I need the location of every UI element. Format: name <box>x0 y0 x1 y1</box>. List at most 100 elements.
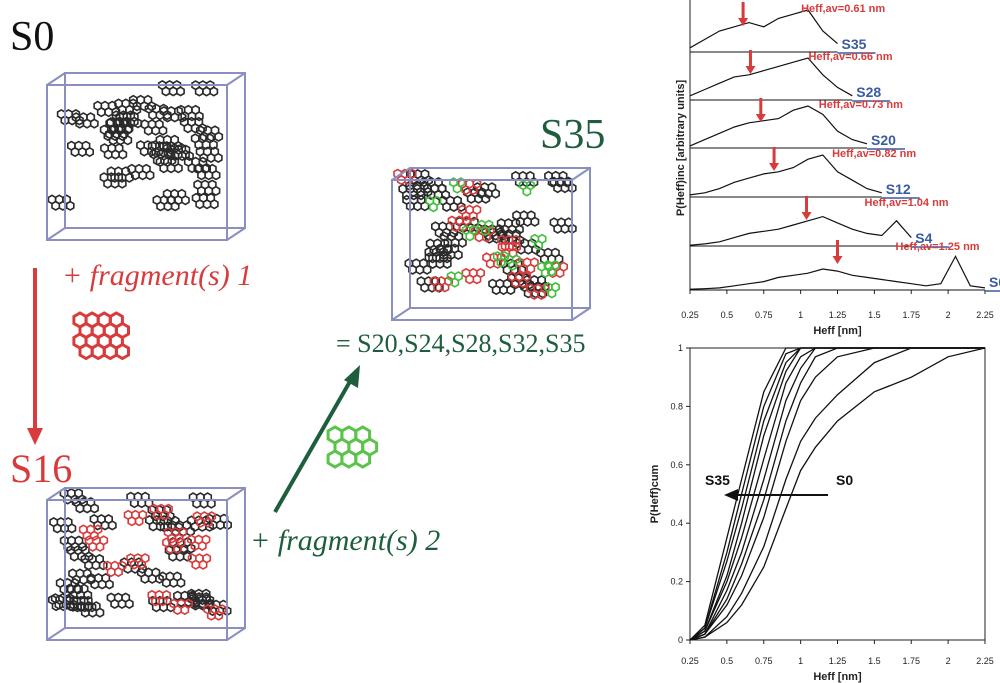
cube-front <box>46 499 228 641</box>
hexagon <box>443 244 453 255</box>
cube-edge <box>46 627 66 641</box>
hexagon <box>95 541 105 552</box>
hexagon <box>102 342 118 361</box>
hexagon <box>211 170 221 181</box>
x-tick-label: 0.75 <box>755 656 773 666</box>
hexagon <box>472 274 482 285</box>
avg-label: Heff,av=1.25 nm <box>896 241 980 253</box>
hexagon <box>537 289 546 301</box>
hexagon <box>195 199 205 210</box>
hexagon <box>206 610 216 621</box>
cube-front <box>46 84 228 241</box>
arrow-red-head <box>27 428 43 445</box>
hexagon <box>114 342 130 361</box>
hexagon <box>213 152 223 164</box>
cube-front <box>391 179 573 321</box>
hexagon <box>166 602 176 613</box>
hexagon <box>123 135 133 146</box>
hexagon <box>103 178 113 189</box>
hexagon <box>404 174 413 186</box>
hexagon <box>173 543 182 554</box>
hexagon <box>468 184 478 196</box>
cube-back <box>64 487 246 629</box>
hexagon <box>493 258 502 269</box>
hexagon <box>155 573 164 584</box>
x-tick-label: 1 <box>798 656 803 666</box>
hexagon <box>442 253 452 264</box>
series-name: S35 <box>842 36 867 52</box>
hexagon <box>173 604 182 616</box>
hexagon <box>465 274 475 285</box>
label-fragment1: + fragment(s) 1 <box>62 259 252 292</box>
y-axis-label: P(Heff)cum <box>649 464 661 523</box>
hexagon <box>534 240 543 251</box>
x-tick-label: 2 <box>946 656 951 666</box>
hexagon <box>173 140 183 152</box>
avg-arrow-head <box>755 114 766 122</box>
x-tick-label: 0.25 <box>681 656 699 666</box>
hexagon <box>530 216 540 227</box>
cube-edge <box>391 307 411 321</box>
hexagon <box>82 118 92 129</box>
hexagon <box>166 163 176 174</box>
hexagon <box>77 494 87 505</box>
hexagon <box>191 559 201 570</box>
hexagon <box>78 342 94 361</box>
hexagon <box>214 610 224 621</box>
hexagon <box>148 521 158 532</box>
hexagon <box>496 257 506 268</box>
hexagon <box>547 288 557 299</box>
hexagon <box>468 210 478 222</box>
annotation-right: S0 <box>836 472 853 488</box>
hexagon <box>98 560 108 571</box>
hexagon <box>491 284 501 296</box>
cumulative-line <box>689 347 985 641</box>
hexagon <box>106 566 116 578</box>
hexagon <box>452 183 462 194</box>
x-tick-label: 0.25 <box>681 310 699 320</box>
hexagon <box>82 503 92 514</box>
hexagon <box>480 225 490 237</box>
hexagon <box>340 449 358 469</box>
hexagon <box>420 282 430 293</box>
hexagon <box>214 131 224 142</box>
hexagon <box>69 599 78 610</box>
hexagon <box>95 607 105 618</box>
hexagon <box>69 551 79 562</box>
hexagon <box>437 183 447 194</box>
hexagon <box>140 573 150 584</box>
series-name: S0 <box>989 274 1000 290</box>
hexagon <box>186 526 195 537</box>
y-tick-label: 0.2 <box>670 577 683 587</box>
hexagon <box>434 227 444 238</box>
series-name: S20 <box>871 132 896 148</box>
avg-arrow-head <box>832 256 843 264</box>
hexagon <box>506 284 516 296</box>
hexagon <box>143 125 153 136</box>
hexagon <box>75 115 84 126</box>
cube <box>46 72 246 241</box>
cube <box>391 167 591 321</box>
hexagon <box>158 125 168 136</box>
hexagon <box>162 109 172 121</box>
hexagon <box>450 277 460 288</box>
hexagon <box>169 577 179 588</box>
hexagon <box>67 523 77 534</box>
hexagon <box>152 155 162 166</box>
hexagon <box>498 230 508 241</box>
hexagon <box>170 112 180 123</box>
hexagon <box>110 598 120 610</box>
avg-label: Heff,av=0.73 nm <box>819 99 903 111</box>
hexagon <box>145 170 155 181</box>
hexagon <box>148 109 158 121</box>
avg-label: Heff,av=0.82 nm <box>832 148 916 160</box>
hexagon <box>90 342 106 361</box>
x-axis-label: Heff [nm] <box>813 325 862 337</box>
hexagon <box>127 516 137 527</box>
avg-label: Heff,av=0.61 nm <box>801 3 885 15</box>
avg-arrow-head <box>745 66 756 74</box>
hexagon <box>202 162 211 174</box>
cube <box>46 487 246 641</box>
arrow-green <box>273 377 354 513</box>
hexagon <box>88 541 98 552</box>
